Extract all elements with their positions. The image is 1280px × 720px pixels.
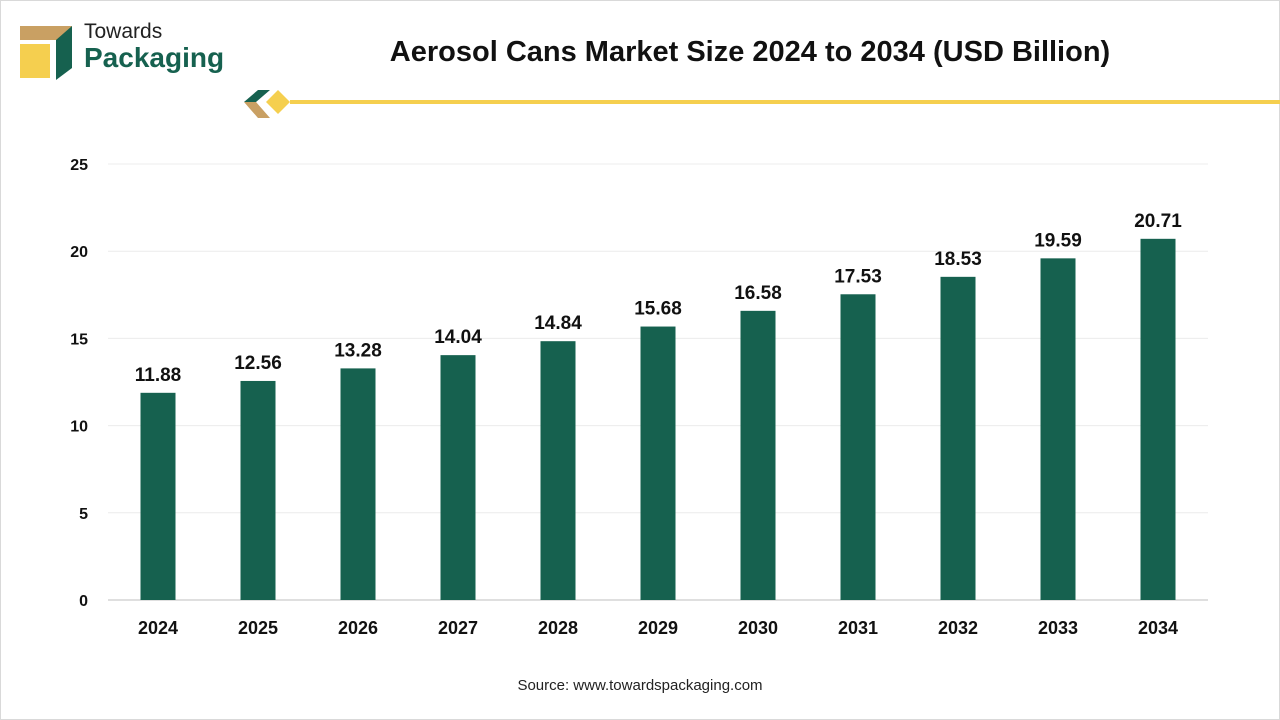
x-tick-label: 2027 (438, 618, 478, 638)
towards-packaging-logo (20, 26, 72, 80)
title-underline-decoration (244, 90, 1280, 118)
data-label: 19.59 (1034, 230, 1082, 251)
bar-2032 (940, 276, 976, 600)
data-label: 18.53 (934, 249, 982, 270)
data-label: 20.71 (1134, 211, 1182, 232)
data-label: 16.58 (734, 283, 782, 304)
data-label: 17.53 (834, 266, 882, 287)
data-label: 14.84 (534, 313, 582, 334)
data-label: 11.88 (135, 365, 182, 386)
bar-2024 (140, 392, 176, 600)
x-tick-label: 2026 (338, 618, 378, 638)
bar-2030 (740, 310, 776, 600)
chart-title: Aerosol Cans Market Size 2024 to 2034 (U… (389, 36, 1111, 68)
y-tick-label: 25 (70, 157, 88, 174)
bar-2028 (540, 341, 576, 600)
x-tick-label: 2025 (238, 618, 278, 638)
y-tick-label: 0 (79, 593, 88, 610)
data-label: 15.68 (634, 299, 682, 320)
bar-2027 (440, 355, 476, 600)
data-label: 14.04 (434, 327, 482, 348)
bar-2026 (340, 368, 376, 600)
x-tick-label: 2029 (638, 618, 678, 638)
x-tick-label: 2032 (938, 618, 978, 638)
y-tick-label: 20 (70, 244, 88, 261)
y-tick-label: 10 (70, 419, 88, 436)
y-tick-label: 5 (79, 506, 88, 523)
bar-2031 (840, 294, 876, 600)
x-tick-label: 2024 (138, 618, 178, 638)
bar-2025 (240, 380, 276, 600)
y-tick-label: 15 (70, 331, 88, 348)
source-note: Source: www.towardspackaging.com (517, 677, 763, 694)
x-tick-label: 2030 (738, 618, 778, 638)
x-tick-label: 2031 (838, 618, 878, 638)
x-tick-label: 2028 (538, 618, 578, 638)
bar-2033 (1040, 258, 1076, 600)
data-label: 13.28 (334, 340, 382, 361)
brand-line1: Towards (84, 20, 163, 43)
brand-line2: Packaging (84, 42, 225, 73)
x-tick-label: 2033 (1038, 618, 1078, 638)
x-tick-label: 2034 (1138, 618, 1178, 638)
bar-2029 (640, 326, 676, 600)
bar-2034 (1140, 238, 1176, 600)
data-label: 12.56 (234, 353, 282, 374)
